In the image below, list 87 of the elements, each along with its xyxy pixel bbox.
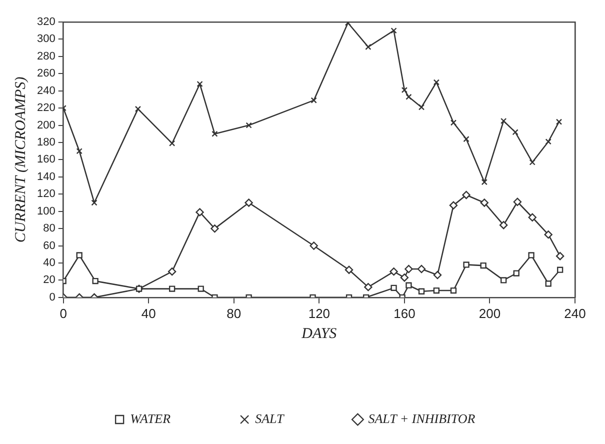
y-tick-label: 220 <box>36 102 56 114</box>
point <box>513 270 520 276</box>
point <box>433 270 442 280</box>
point <box>390 284 397 292</box>
point <box>449 201 458 210</box>
point <box>463 136 470 142</box>
y-tick-label: 160 <box>36 154 56 166</box>
point <box>433 287 440 294</box>
point <box>310 97 317 104</box>
point <box>450 287 457 294</box>
x-tick-label: 240 <box>564 306 586 321</box>
x-tick-label: 160 <box>394 306 416 321</box>
point <box>450 120 457 126</box>
x-tick-label: 120 <box>308 306 330 321</box>
point <box>557 266 564 273</box>
x-tick-label: 200 <box>478 306 501 321</box>
point <box>512 129 518 136</box>
x-axis-title: DAYS <box>300 326 338 342</box>
point <box>481 179 488 186</box>
point <box>556 252 564 260</box>
point <box>244 198 253 207</box>
point <box>500 277 507 284</box>
point <box>406 94 412 100</box>
point <box>404 264 413 274</box>
point <box>400 274 409 282</box>
point <box>417 264 426 274</box>
y-tick-label: 0 <box>49 291 56 304</box>
point <box>499 221 508 230</box>
point <box>544 230 552 239</box>
y-tick-label: 60 <box>43 240 56 252</box>
y-tick-label: 20 <box>43 274 56 286</box>
point <box>198 286 204 292</box>
point <box>210 224 219 233</box>
legend-label: SALT + INHIBITOR <box>368 410 476 426</box>
point <box>500 118 507 124</box>
point <box>91 200 98 206</box>
point <box>92 278 98 284</box>
point <box>365 44 372 50</box>
point <box>401 86 408 94</box>
y-tick-label: 300 <box>36 33 56 46</box>
point <box>364 282 372 292</box>
x-tick-label: 40 <box>141 306 156 321</box>
y-tick-label: 180 <box>36 136 56 149</box>
point <box>556 118 562 125</box>
point <box>418 288 425 294</box>
point <box>528 213 536 222</box>
y-tick-label: 240 <box>36 84 56 97</box>
y-tick-label: 320 <box>36 16 56 28</box>
point <box>246 122 252 128</box>
point <box>545 138 552 145</box>
point <box>169 286 176 292</box>
point <box>480 198 488 207</box>
point <box>196 208 204 216</box>
y-tick-label: 260 <box>36 68 56 80</box>
y-tick-label: 100 <box>36 205 56 218</box>
point <box>406 282 412 288</box>
point <box>390 28 397 34</box>
point <box>462 190 470 200</box>
point <box>134 106 142 112</box>
point <box>433 79 440 86</box>
point <box>480 262 486 269</box>
y-tick-label: 80 <box>43 222 56 235</box>
point <box>344 266 354 274</box>
legend-label: WATER <box>130 410 171 426</box>
point <box>545 280 552 287</box>
point <box>529 159 536 166</box>
point <box>310 242 318 250</box>
point <box>390 267 398 276</box>
x-tick-label: 0 <box>60 306 67 321</box>
point <box>463 262 470 268</box>
point <box>513 198 522 206</box>
y-tick-label: 120 <box>36 188 56 200</box>
point <box>76 252 82 258</box>
point <box>528 252 534 258</box>
y-tick-label: 40 <box>43 257 56 270</box>
point <box>196 80 203 88</box>
point <box>76 148 82 154</box>
y-tick-label: 280 <box>36 50 56 62</box>
y-tick-label: 140 <box>36 170 56 183</box>
y-tick-label: 200 <box>36 119 56 132</box>
point <box>418 104 425 110</box>
x-tick-label: 80 <box>226 306 242 321</box>
legend-label: SALT <box>255 410 284 426</box>
point <box>168 267 176 276</box>
point <box>212 130 218 137</box>
y-axis-title: CURRENT (MICROAMPS) <box>12 76 29 243</box>
point <box>169 140 176 146</box>
